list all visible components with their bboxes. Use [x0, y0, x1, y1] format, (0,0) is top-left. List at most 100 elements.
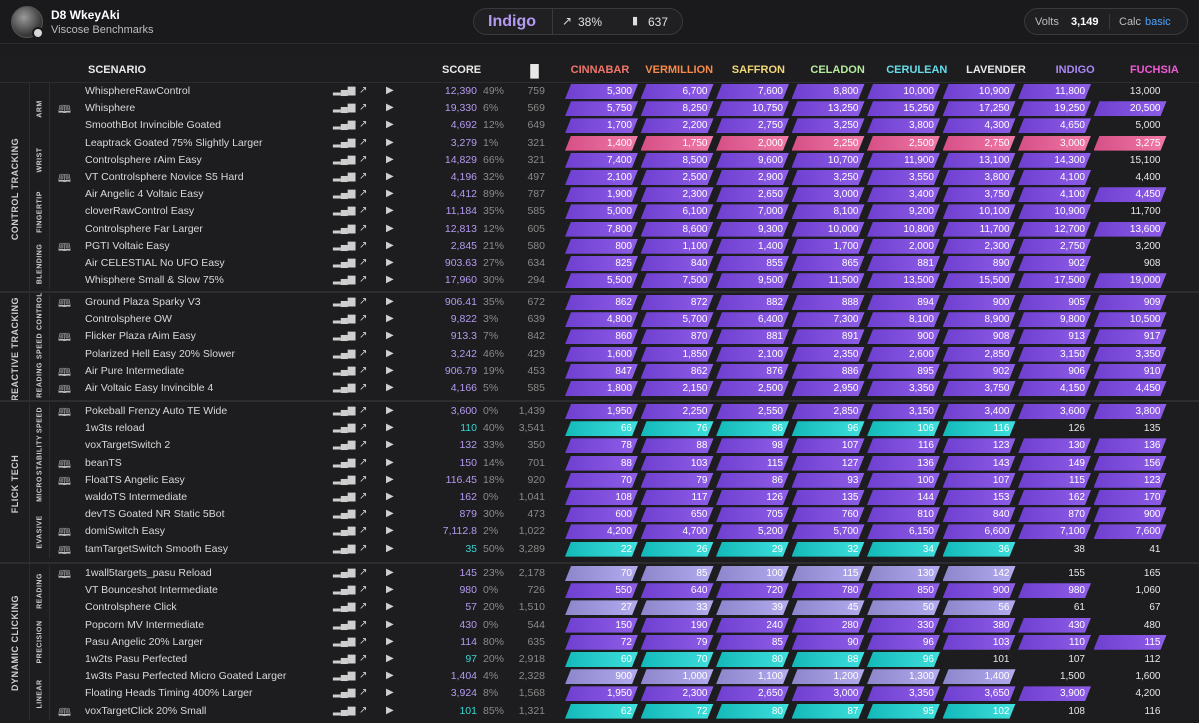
table-row[interactable]: 🕮 Whisphere ▂▄▆ ↗ ▶ 19,330 6% 569 5,750 8,250 10,7…	[50, 100, 1199, 117]
signal-bars-icon[interactable]: ▂▄▆	[333, 525, 356, 537]
scenario-name[interactable]: cloverRawControl Easy	[85, 205, 195, 218]
play-icon[interactable]: ▶	[386, 205, 394, 217]
play-icon[interactable]: ▶	[386, 296, 394, 307]
trend-chart-icon[interactable]: ↗	[359, 405, 368, 416]
table-row[interactable]: 🕮 tamTargetSwitch Smooth Easy ▂▄▆ ↗ ▶ 35 50% 3,…	[50, 541, 1199, 558]
play-icon[interactable]: ▶	[386, 584, 394, 596]
signal-bars-icon[interactable]: ▂▄▆	[333, 456, 356, 468]
trend-chart-icon[interactable]: ↗	[359, 171, 368, 182]
book-icon[interactable]: 🕮	[58, 458, 71, 471]
scenario-name[interactable]: FloatTS Angelic Easy	[85, 473, 185, 486]
scenario-name[interactable]: waldoTS Intermediate	[85, 491, 188, 503]
scenario-name[interactable]: Flicker Plaza rAim Easy	[85, 330, 196, 343]
trend-chart-icon[interactable]: ↗	[359, 313, 368, 325]
trend-chart-icon[interactable]: ↗	[359, 222, 368, 234]
play-icon[interactable]: ▶	[386, 313, 394, 325]
book-icon[interactable]: 🕮	[58, 366, 71, 379]
table-row[interactable]: 🕮 FloatTS Angelic Easy ▂▄▆ ↗ ▶ 116.45 18% 920 70…	[50, 472, 1199, 489]
table-row[interactable]: Controlsphere rAim Easy ▂▄▆ ↗ ▶ 14,829 66% 321…	[50, 152, 1199, 169]
scenario-name[interactable]: Whisphere	[85, 102, 136, 115]
trend-chart-icon[interactable]: ↗	[359, 102, 368, 114]
trend-chart-icon[interactable]: ↗	[359, 422, 368, 434]
scenario-name[interactable]: beanTS	[85, 456, 122, 469]
book-icon[interactable]: 🕮	[58, 475, 71, 488]
score-header[interactable]: SCORE	[442, 64, 482, 76]
trend-chart-icon[interactable]: ↗	[359, 635, 368, 647]
signal-bars-icon[interactable]: ▂▄▆	[333, 491, 356, 502]
play-icon[interactable]: ▶	[386, 525, 394, 537]
signal-bars-icon[interactable]: ▂▄▆	[333, 153, 356, 165]
book-icon[interactable]: 🕮	[58, 706, 71, 719]
trend-chart-icon[interactable]: ↗	[359, 473, 368, 485]
table-row[interactable]: 🕮 Flicker Plaza rAim Easy ▂▄▆ ↗ ▶ 913.3 7% 842 8…	[50, 328, 1199, 345]
trend-chart-icon[interactable]: ↗	[359, 542, 368, 554]
trend-chart-icon[interactable]: ↗	[359, 601, 368, 613]
signal-bars-icon[interactable]: ▂▄▆	[333, 704, 356, 716]
scenario-name[interactable]: Air Angelic 4 Voltaic Easy	[85, 188, 204, 201]
signal-bars-icon[interactable]: ▂▄▆	[333, 205, 356, 217]
scenario-name[interactable]: Ground Plaza Sparky V3	[85, 296, 201, 308]
book-icon[interactable]: 🕮	[58, 384, 71, 396]
table-row[interactable]: Air CELESTIAL No UFO Easy ▂▄▆ ↗ ▶ 903.63 27% 6…	[50, 255, 1199, 272]
trend-chart-icon[interactable]: ↗	[359, 653, 368, 664]
trend-chart-icon[interactable]: ↗	[359, 687, 368, 699]
scenario-name[interactable]: 1w3ts reload	[85, 422, 145, 435]
scenario-name[interactable]: Air Pure Intermediate	[85, 364, 185, 377]
scenario-name[interactable]: Controlsphere rAim Easy	[85, 153, 202, 166]
table-row[interactable]: Whisphere Small & Slow 75% ▂▄▆ ↗ ▶ 17,960 30%…	[50, 272, 1199, 289]
scenario-name[interactable]: Controlsphere Click	[85, 601, 177, 614]
table-row[interactable]: Controlsphere Click ▂▄▆ ↗ ▶ 57 20% 1,510 27 33 39…	[50, 599, 1199, 616]
trend-chart-icon[interactable]: ↗	[359, 330, 368, 342]
trend-chart-icon[interactable]: ↗	[359, 188, 368, 200]
book-icon[interactable]: 🕮	[58, 241, 71, 254]
trend-chart-icon[interactable]: ↗	[359, 153, 368, 165]
book-icon[interactable]: 🕮	[58, 544, 71, 557]
play-icon[interactable]: ▶	[386, 347, 394, 359]
play-icon[interactable]: ▶	[386, 567, 394, 578]
play-icon[interactable]: ▶	[386, 382, 394, 393]
play-icon[interactable]: ▶	[386, 542, 394, 554]
signal-bars-icon[interactable]: ▂▄▆	[333, 222, 356, 234]
scenario-name[interactable]: Pasu Angelic 20% Larger	[85, 635, 203, 648]
trend-chart-icon[interactable]: ↗	[359, 508, 368, 520]
table-row[interactable]: WhisphereRawControl ▂▄▆ ↗ ▶ 12,390 49% 759 5,30…	[50, 83, 1199, 100]
table-row[interactable]: 🕮 beanTS ▂▄▆ ↗ ▶ 150 14% 701 88 103 115 127 136 143 14…	[50, 455, 1199, 472]
book-icon[interactable]: 🕮	[58, 407, 71, 419]
trend-chart-icon[interactable]: ↗	[359, 618, 368, 630]
table-row[interactable]: Pasu Angelic 20% Larger ▂▄▆ ↗ ▶ 114 80% 635 72 7…	[50, 634, 1199, 651]
signal-bars-icon[interactable]: ▂▄▆	[333, 473, 356, 485]
play-icon[interactable]: ▶	[386, 601, 394, 613]
scenario-name[interactable]: Polarized Hell Easy 20% Slower	[85, 347, 235, 360]
play-icon[interactable]: ▶	[386, 171, 394, 182]
play-icon[interactable]: ▶	[386, 257, 394, 268]
table-row[interactable]: waldoTS Intermediate ▂▄▆ ↗ ▶ 162 0% 1,041 108 11…	[50, 489, 1199, 506]
signal-bars-icon[interactable]: ▂▄▆	[333, 188, 356, 200]
signal-bars-icon[interactable]: ▂▄▆	[333, 601, 356, 613]
trend-chart-icon[interactable]: ↗	[359, 584, 368, 596]
table-row[interactable]: 🕮 voxTargetClick 20% Small ▂▄▆ ↗ ▶ 101 85% 1,32…	[50, 703, 1199, 720]
play-icon[interactable]: ▶	[386, 274, 394, 286]
play-icon[interactable]: ▶	[386, 136, 394, 148]
play-icon[interactable]: ▶	[386, 653, 394, 664]
signal-bars-icon[interactable]: ▂▄▆	[333, 274, 356, 286]
play-icon[interactable]: ▶	[386, 618, 394, 630]
table-row[interactable]: Floating Heads Timing 400% Larger ▂▄▆ ↗ ▶ 3,…	[50, 685, 1199, 702]
book-icon[interactable]: 🕮	[58, 569, 71, 581]
trend-chart-icon[interactable]: ↗	[359, 136, 368, 148]
scenario-name[interactable]: 1w2ts Pasu Perfected	[85, 653, 188, 665]
trend-chart-icon[interactable]: ↗	[359, 456, 368, 468]
play-icon[interactable]: ▶	[386, 456, 394, 468]
scenario-name[interactable]: voxTargetSwitch 2	[85, 439, 171, 452]
table-row[interactable]: 🕮 VT Controlsphere Novice S5 Hard ▂▄▆ ↗ ▶ 4,1…	[50, 169, 1199, 186]
table-row[interactable]: VT Bounceshot Intermediate ▂▄▆ ↗ ▶ 980 0% 726 5…	[50, 582, 1199, 599]
trend-chart-icon[interactable]: ↗	[359, 274, 368, 286]
trend-chart-icon[interactable]: ↗	[359, 491, 368, 502]
table-row[interactable]: Popcorn MV Intermediate ▂▄▆ ↗ ▶ 430 0% 544 150 1…	[50, 617, 1199, 634]
book-icon[interactable]: 🕮	[58, 527, 71, 540]
scenario-name[interactable]: voxTargetClick 20% Small	[85, 704, 207, 717]
table-row[interactable]: 1w2ts Pasu Perfected ▂▄▆ ↗ ▶ 97 20% 2,918 60 70 8…	[50, 651, 1199, 668]
table-row[interactable]: devTS Goated NR Static 5Bot ▂▄▆ ↗ ▶ 879 30% 47…	[50, 506, 1199, 523]
trend-chart-icon[interactable]: ↗	[359, 347, 368, 359]
signal-bars-icon[interactable]: ▂▄▆	[333, 405, 356, 416]
scenario-name[interactable]: domiSwitch Easy	[85, 525, 165, 538]
